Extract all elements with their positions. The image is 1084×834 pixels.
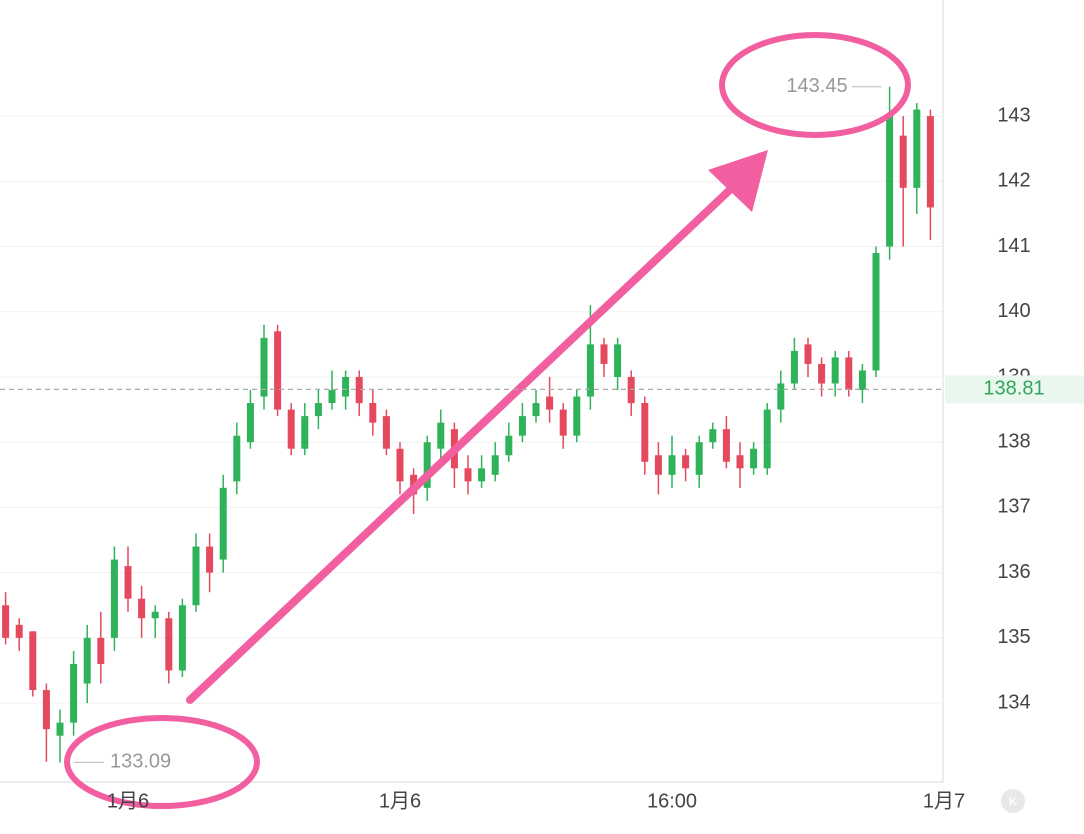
candle-body <box>355 376 363 404</box>
candle-body <box>559 409 567 436</box>
candle-body <box>818 363 826 384</box>
candle-body <box>342 376 350 397</box>
candle-body <box>899 135 907 188</box>
candle-body <box>83 637 91 684</box>
low-label: 133.09 <box>110 751 171 773</box>
candle-body <box>328 390 336 404</box>
y-tick-label: 134 <box>997 691 1030 713</box>
candle-body <box>926 116 934 208</box>
y-tick-label: 143 <box>997 104 1030 126</box>
candle-body <box>763 409 771 469</box>
candle-body <box>246 403 254 443</box>
y-tick-label: 137 <box>997 496 1030 518</box>
candle-body <box>178 605 186 671</box>
candle-body <box>573 396 581 436</box>
candle-body <box>777 383 785 410</box>
x-tick-label: 1月7 <box>923 790 965 812</box>
candle-body <box>42 690 50 730</box>
candle-body <box>423 442 431 488</box>
kline-icon: K <box>1009 796 1017 808</box>
candle-body <box>233 435 241 482</box>
candle-body <box>2 605 10 638</box>
high-label: 143.45 <box>786 75 847 97</box>
candle-body <box>287 409 295 449</box>
candle-body <box>478 468 486 482</box>
candle-body <box>396 448 404 482</box>
candle-body <box>206 546 214 573</box>
candle-body <box>274 331 282 410</box>
candle-body <box>151 611 159 619</box>
candle-body <box>369 403 377 423</box>
candle-body <box>845 357 853 391</box>
candle-body <box>695 442 703 475</box>
candle-body <box>831 357 839 384</box>
candle-body <box>138 598 146 619</box>
plot-layer <box>0 86 943 763</box>
candle-body <box>219 487 227 560</box>
candle-body <box>301 416 309 449</box>
candle-body <box>872 253 880 371</box>
candle-body <box>913 109 921 188</box>
candle-body <box>192 546 200 606</box>
candle-body <box>682 455 690 469</box>
highlight-ellipse <box>64 715 260 809</box>
annotation-arrow <box>186 181 739 704</box>
candle-body <box>736 455 744 469</box>
candle-body <box>709 429 717 443</box>
candle-body <box>641 403 649 462</box>
candle-body <box>437 422 445 449</box>
candle-body <box>750 448 758 469</box>
candle-body <box>586 344 594 397</box>
candle-body <box>668 455 676 475</box>
y-tick-label: 142 <box>997 170 1030 192</box>
candle-body <box>600 344 608 364</box>
candle-body <box>518 416 526 436</box>
candle-body <box>505 435 513 456</box>
candle-body <box>804 344 812 364</box>
y-tick-label: 140 <box>997 300 1030 322</box>
x-tick-label: 1月6 <box>379 790 421 812</box>
y-tick-label: 138 <box>997 430 1030 452</box>
last-price-box <box>945 375 1084 404</box>
candle-body <box>627 376 635 404</box>
candle-body <box>382 416 390 449</box>
x-tick-label: 1月6 <box>107 790 149 812</box>
candle-body <box>314 403 322 417</box>
candle-body <box>858 370 866 391</box>
candle-body <box>654 455 662 475</box>
candle-body <box>15 624 23 638</box>
y-tick-label: 136 <box>997 561 1030 583</box>
arrow-head <box>708 150 768 212</box>
highlight-ellipse <box>719 32 911 138</box>
kline-button[interactable] <box>1001 789 1025 813</box>
candle-body <box>790 350 798 384</box>
candle-body <box>886 116 894 247</box>
last-price-label: 138.81 <box>983 378 1044 400</box>
candle-body <box>70 663 78 723</box>
candle-body <box>464 468 472 482</box>
y-tick-label: 141 <box>997 235 1030 257</box>
candle-body <box>165 618 173 671</box>
candle-body <box>29 631 37 691</box>
candle-body <box>722 429 730 462</box>
candle-body <box>97 637 105 664</box>
annotation <box>64 32 911 809</box>
y-tick-label: 135 <box>997 626 1030 648</box>
x-tick-label: 16:00 <box>647 790 697 812</box>
candle-body <box>124 566 132 599</box>
candle-body <box>491 455 499 475</box>
candle-body <box>614 344 622 377</box>
candle-body <box>110 559 118 638</box>
candle-body <box>546 396 554 410</box>
candle-body <box>532 403 540 417</box>
candle-body <box>56 722 64 736</box>
candle-body <box>260 337 268 397</box>
